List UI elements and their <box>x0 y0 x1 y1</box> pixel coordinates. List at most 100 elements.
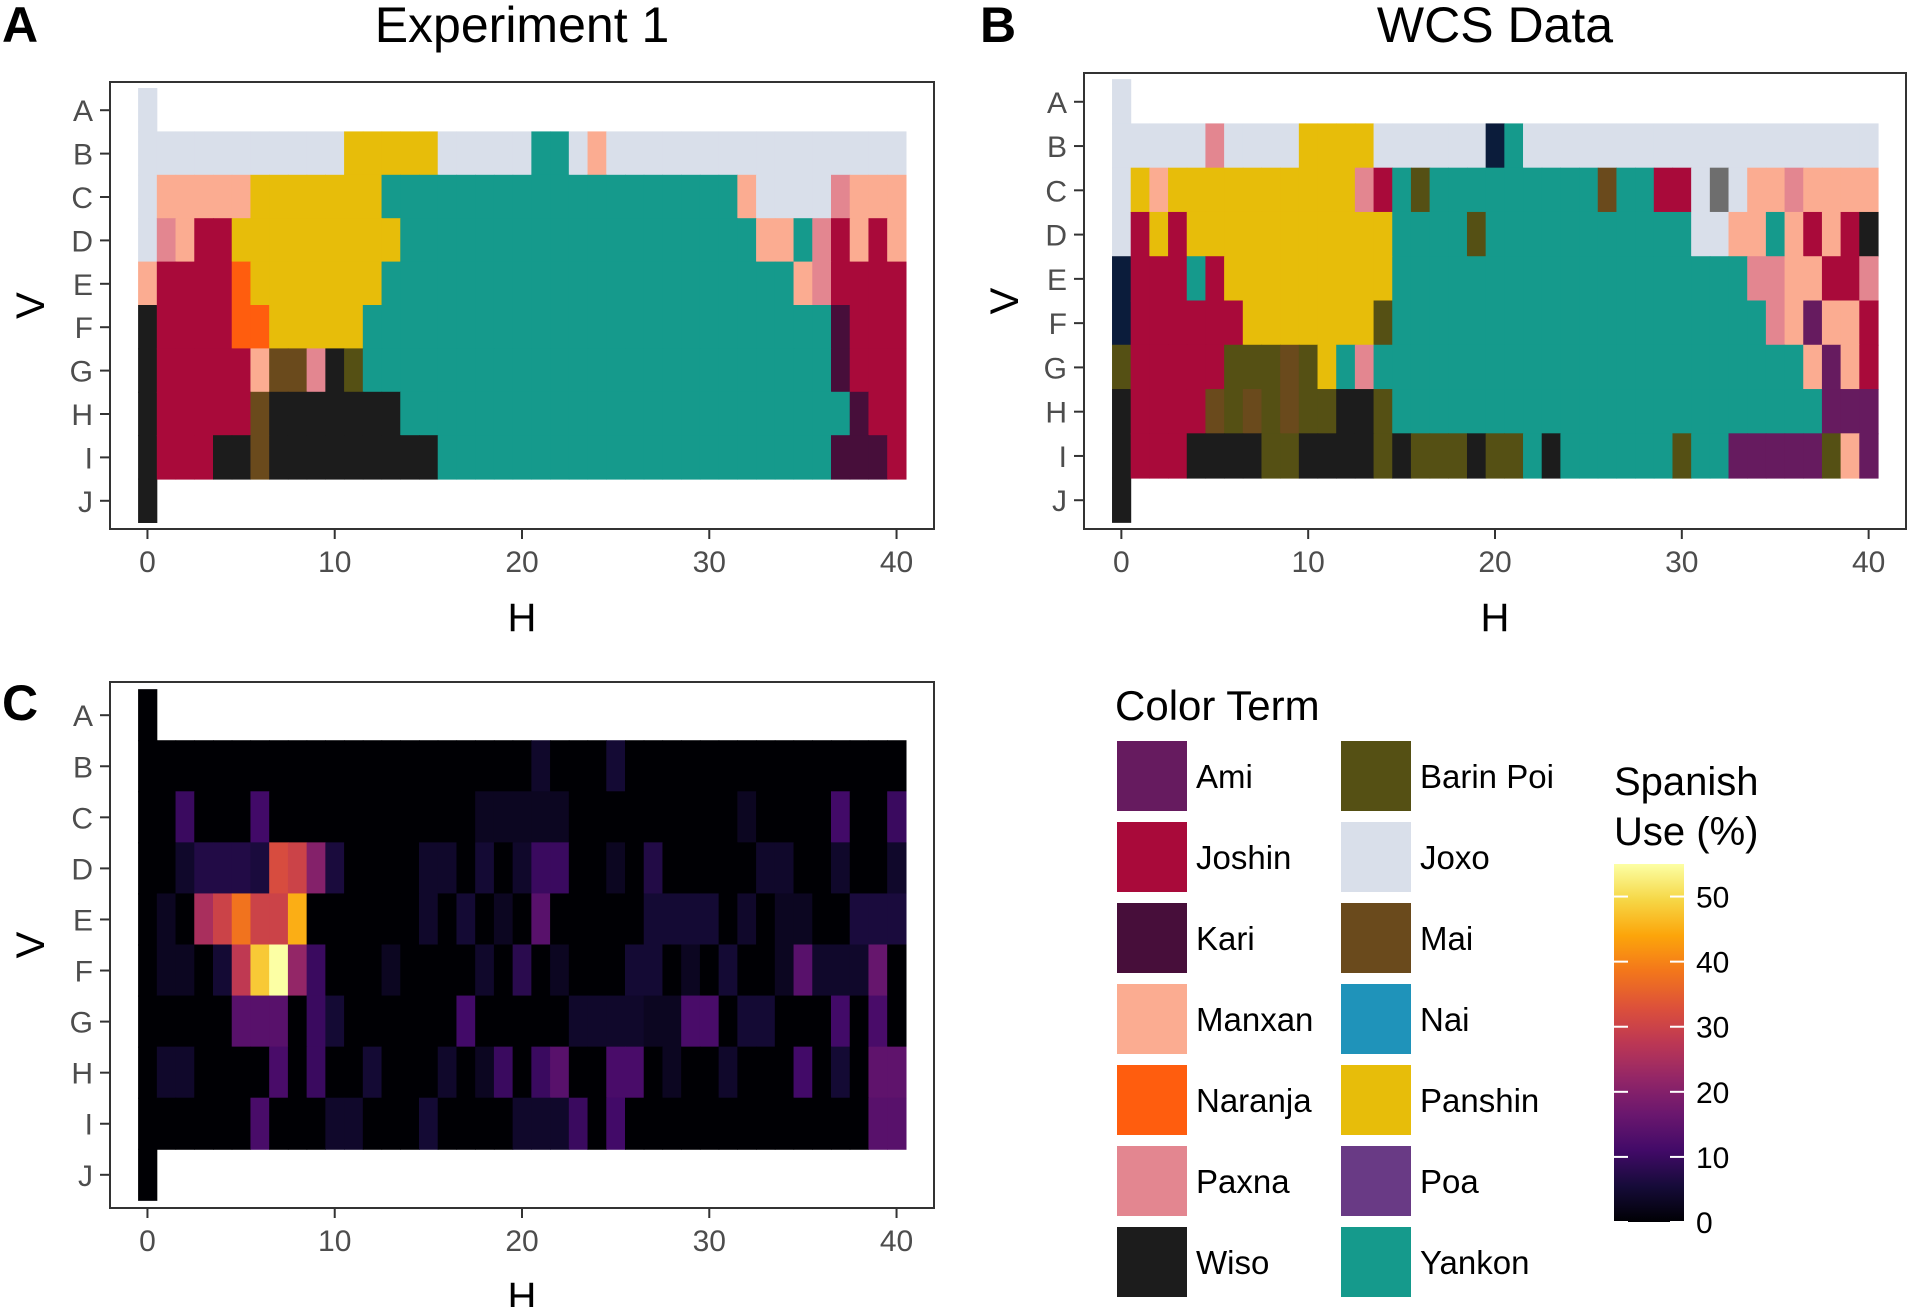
heatmap-cell <box>1709 167 1730 213</box>
heatmap-cell <box>175 435 195 480</box>
heatmap-cell <box>175 261 195 306</box>
scale-tick-label: 10 <box>1696 1142 1729 1175</box>
heatmap-cell <box>1765 344 1786 391</box>
heatmap-cell <box>213 348 233 393</box>
heatmap-cell <box>812 893 832 946</box>
heatmap-cell <box>550 435 570 480</box>
legend-label: Naranja <box>1196 1082 1312 1119</box>
heatmap-cell <box>325 740 345 793</box>
heatmap-cell <box>1186 344 1207 391</box>
heatmap-cell <box>606 305 626 350</box>
achromatic-cell <box>138 893 158 946</box>
heatmap-cell <box>1579 389 1599 435</box>
heatmap-cell <box>1635 433 1655 479</box>
heatmap-cell <box>306 435 326 480</box>
x-tick-label: 20 <box>505 546 538 579</box>
heatmap-cell <box>1242 300 1263 346</box>
heatmap-cell <box>419 261 439 306</box>
heatmap-cell <box>175 174 195 220</box>
heatmap-cell <box>344 1097 364 1150</box>
heatmap-cell <box>1821 211 1842 258</box>
heatmap-cell <box>625 261 645 306</box>
legend-title: Color Term <box>1115 682 1320 729</box>
heatmap-cell <box>868 944 888 997</box>
heatmap-cell <box>868 791 888 844</box>
heatmap-cell <box>493 893 514 946</box>
legend-label: Paxna <box>1196 1163 1290 1200</box>
heatmap-cell <box>475 391 495 437</box>
heatmap-cell <box>362 218 383 263</box>
heatmap-cell <box>287 893 308 946</box>
heatmap-cell <box>493 174 514 220</box>
heatmap-cell <box>1803 389 1823 435</box>
heatmap-cell <box>1317 344 1337 391</box>
heatmap-cell <box>475 995 495 1048</box>
heatmap-cell <box>587 218 607 263</box>
heatmap-cell <box>568 740 589 793</box>
heatmap-cell <box>419 995 439 1048</box>
heatmap-cell <box>756 791 776 844</box>
heatmap-cell <box>175 1046 195 1099</box>
heatmap-cell <box>1130 389 1150 435</box>
heatmap-cell <box>699 842 720 895</box>
heatmap-cell <box>493 305 514 350</box>
heatmap-cell <box>625 1097 645 1150</box>
heatmap-cell <box>1242 211 1263 258</box>
heatmap-cell <box>1429 389 1449 435</box>
heatmap-cell <box>1466 167 1487 213</box>
heatmap-cell <box>812 995 832 1048</box>
heatmap-cell <box>831 131 851 176</box>
heatmap-cell <box>1168 389 1188 435</box>
heatmap-cell <box>475 305 495 350</box>
heatmap-cell <box>531 391 551 437</box>
heatmap-cell <box>887 1046 907 1099</box>
heatmap-cell <box>325 391 345 437</box>
heatmap-cell <box>587 1097 607 1150</box>
heatmap-cell <box>287 305 308 350</box>
heatmap-cell <box>362 305 383 350</box>
achromatic-cell <box>138 995 158 1048</box>
legend-swatch <box>1117 1065 1187 1135</box>
heatmap-cell <box>756 1046 776 1099</box>
heatmap-cell <box>362 348 383 393</box>
achromatic-cell <box>138 435 158 480</box>
heatmap-cell <box>1448 389 1468 435</box>
heatmap-cell <box>831 842 851 895</box>
heatmap-cell <box>1168 123 1188 169</box>
heatmap-cell <box>1149 344 1169 391</box>
heatmap-cell <box>606 131 626 176</box>
legend-swatch <box>1341 1227 1411 1297</box>
heatmap-cell <box>1448 167 1468 213</box>
heatmap-cell <box>1130 344 1150 391</box>
heatmap-cell <box>1709 344 1730 391</box>
heatmap-cell <box>269 791 289 844</box>
heatmap-cell <box>887 842 907 895</box>
heatmap-cell <box>887 740 907 793</box>
achromatic-cell <box>138 88 158 133</box>
heatmap-cell <box>400 305 420 350</box>
heatmap-cell <box>756 740 776 793</box>
heatmap-cell <box>1859 123 1879 169</box>
heatmap-cell <box>662 944 682 997</box>
heatmap-cell <box>1653 167 1674 213</box>
heatmap-cell <box>1373 300 1393 346</box>
heatmap-cell <box>887 944 907 997</box>
heatmap-cell <box>718 391 738 437</box>
heatmap-cell <box>718 131 738 176</box>
heatmap-cell <box>1616 389 1636 435</box>
heatmap-cell <box>718 435 738 480</box>
y-tick-label: H <box>1045 397 1067 430</box>
heatmap-cell <box>718 1097 738 1150</box>
heatmap-cell <box>419 174 439 220</box>
heatmap-cell <box>793 995 813 1048</box>
heatmap-cell <box>793 174 813 220</box>
heatmap-cell <box>1672 256 1692 302</box>
heatmap-cell <box>1523 300 1543 346</box>
heatmap-cell <box>531 893 551 946</box>
heatmap-cell <box>887 893 907 946</box>
heatmap-cell <box>531 131 551 176</box>
heatmap-cell <box>662 791 682 844</box>
heatmap-cell <box>568 348 589 393</box>
heatmap-cell <box>887 305 907 350</box>
heatmap-cell <box>231 740 252 793</box>
